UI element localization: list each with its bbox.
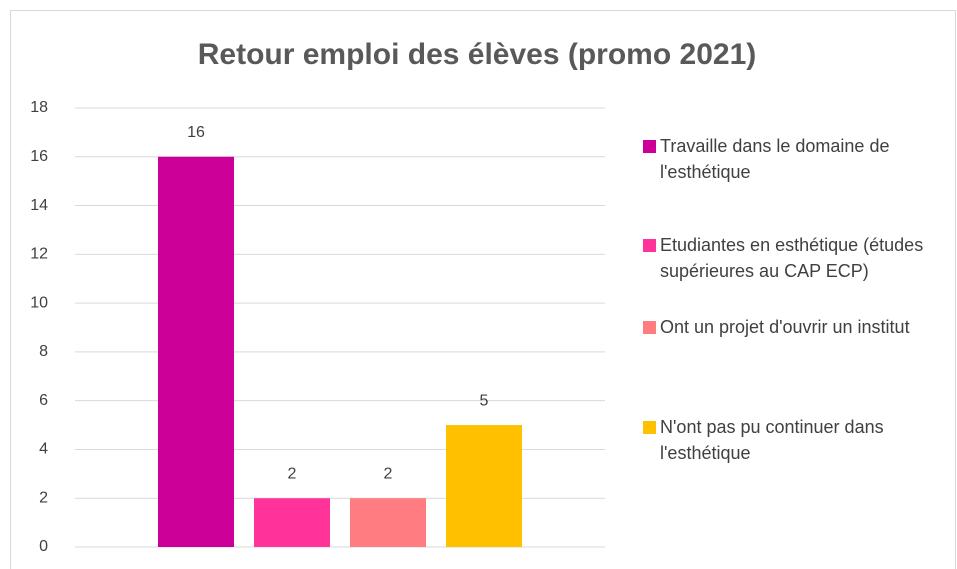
- data-label: 2: [384, 465, 393, 482]
- legend-label: Ont un projet d'ouvrir un institut: [660, 317, 910, 337]
- data-label: 2: [288, 465, 297, 482]
- legend-item: Ont un projet d'ouvrir un institut: [643, 314, 943, 340]
- legend-swatch: [643, 321, 656, 334]
- y-tick-label: 14: [30, 197, 48, 214]
- chart-title: Retour emploi des élèves (promo 2021): [198, 38, 757, 71]
- bar: [158, 156, 234, 547]
- legend-label: Travaille dans le domaine de l'esthétiqu…: [660, 136, 890, 182]
- y-tick-label: 8: [39, 343, 48, 360]
- legend-swatch: [643, 239, 656, 252]
- legend-item: Etudiantes en esthétique (études supérie…: [643, 232, 943, 284]
- bar: [254, 498, 330, 547]
- legend-item: Travaille dans le domaine de l'esthétiqu…: [643, 133, 943, 185]
- bar: [446, 425, 522, 547]
- legend-swatch: [643, 421, 656, 434]
- legend-label: N'ont pas pu continuer dans l'esthétique: [660, 417, 884, 463]
- y-tick-label: 0: [39, 538, 48, 555]
- legend-swatch: [643, 140, 656, 153]
- legend-label: Etudiantes en esthétique (études supérie…: [660, 235, 924, 281]
- legend-item: N'ont pas pu continuer dans l'esthétique: [643, 414, 943, 466]
- y-tick-label: 18: [30, 99, 48, 116]
- bar: [350, 498, 426, 547]
- y-tick-label: 2: [39, 489, 48, 506]
- y-tick-label: 10: [30, 294, 48, 311]
- y-tick-label: 4: [39, 441, 48, 458]
- y-tick-label: 16: [30, 148, 48, 165]
- data-label: 5: [480, 392, 489, 409]
- y-tick-label: 6: [39, 392, 48, 409]
- y-tick-label: 12: [30, 246, 48, 263]
- data-label: 16: [187, 124, 205, 141]
